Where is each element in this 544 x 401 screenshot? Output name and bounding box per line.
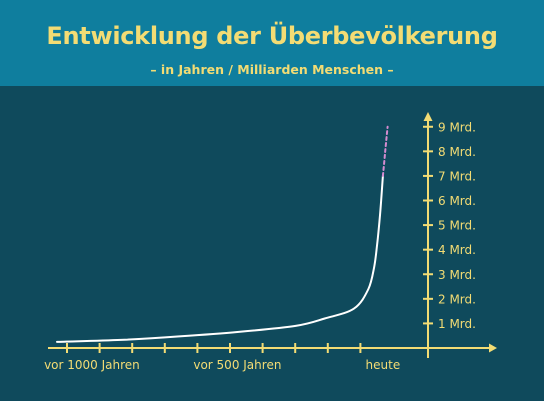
- y-tick-label: 1 Mrd.: [438, 317, 476, 331]
- x-tick-label: vor 1000 Jahren: [44, 358, 140, 372]
- chart-subtitle: – in Jahren / Milliarden Menschen –: [150, 62, 394, 77]
- y-axis-arrow: [423, 112, 433, 121]
- x-tick-label: vor 500 Jahren: [193, 358, 281, 372]
- x-axis-arrow: [489, 343, 497, 353]
- y-tick-label: 6 Mrd.: [438, 194, 476, 208]
- header-banner: Entwicklung der Überbevölkerung – in Jah…: [0, 0, 544, 86]
- y-tick-label: 2 Mrd.: [438, 292, 476, 306]
- y-tick-label: 5 Mrd.: [438, 219, 476, 233]
- chart-title: Entwicklung der Überbevölkerung: [46, 22, 498, 50]
- x-tick-label: heute: [366, 358, 401, 372]
- y-tick-label: 3 Mrd.: [438, 268, 476, 282]
- projection-line: [381, 125, 389, 177]
- y-tick-label: 9 Mrd.: [438, 120, 476, 134]
- population-line: [56, 174, 384, 343]
- y-tick-label: 7 Mrd.: [438, 169, 476, 183]
- y-tick-label: 4 Mrd.: [438, 243, 476, 257]
- y-tick-label: 8 Mrd.: [438, 145, 476, 159]
